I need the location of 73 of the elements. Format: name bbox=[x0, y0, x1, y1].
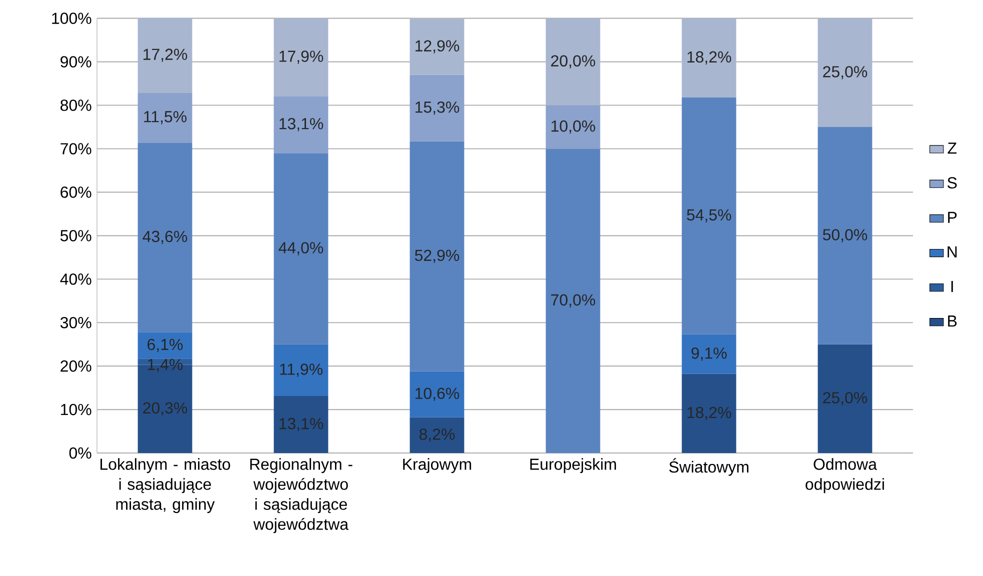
y-tick-label: 80% bbox=[60, 100, 92, 111]
bar bbox=[546, 18, 600, 106]
legend-label: I bbox=[951, 280, 953, 292]
bar bbox=[818, 18, 872, 128]
data-label: 54,5% bbox=[686, 209, 732, 222]
bar bbox=[274, 396, 328, 453]
bar bbox=[682, 374, 736, 453]
data-label: 6,1% bbox=[148, 338, 183, 352]
data-label: 8,2% bbox=[419, 428, 455, 442]
legend-label: P bbox=[948, 212, 957, 223]
y-tick-label: 60% bbox=[60, 186, 92, 198]
bar bbox=[138, 92, 192, 143]
data-label: 1,4% bbox=[148, 358, 183, 372]
data-label: 20,0% bbox=[551, 55, 596, 68]
data-label: 10,6% bbox=[416, 388, 460, 401]
legend-label: B bbox=[948, 316, 957, 327]
bar bbox=[410, 141, 464, 372]
data-label: 11,9% bbox=[280, 364, 323, 377]
data-label: 9,1% bbox=[692, 348, 727, 361]
data-label: 43,6% bbox=[142, 230, 188, 244]
data-label: 13,1% bbox=[280, 418, 324, 432]
data-label: 10,0% bbox=[552, 120, 596, 134]
x-tick-label: Europejskim bbox=[530, 458, 616, 474]
y-tick-label: 100% bbox=[52, 12, 92, 24]
y-tick-label: 70% bbox=[60, 143, 92, 154]
data-label: 25,0% bbox=[823, 66, 868, 80]
legend-label: N bbox=[948, 246, 957, 258]
data-label: 20,3% bbox=[143, 402, 188, 416]
bar bbox=[274, 153, 328, 344]
x-tick-label: Regionalnym - województwo i sąsiadujące województwa bbox=[250, 458, 352, 534]
bar bbox=[818, 127, 872, 344]
legend-label: Z bbox=[948, 142, 957, 154]
data-label: 18,2% bbox=[688, 406, 732, 420]
y-tick-label: 0% bbox=[69, 447, 92, 459]
y-tick-label: 30% bbox=[60, 316, 92, 328]
y-tick-label: 10% bbox=[61, 404, 92, 416]
bar bbox=[546, 105, 600, 149]
bar bbox=[410, 74, 464, 142]
y-tick-label: 50% bbox=[60, 230, 92, 242]
data-label: 11,5% bbox=[144, 111, 187, 124]
x-tick-label: Lokalnym - miasto i sąsiadujące miasta, gminy bbox=[100, 458, 230, 514]
data-label: 17,9% bbox=[280, 50, 324, 64]
bar bbox=[138, 18, 192, 93]
data-label: 15,3% bbox=[416, 101, 460, 115]
y-tick-label: 20% bbox=[60, 360, 92, 372]
data-label: 13,1% bbox=[280, 118, 324, 132]
bar bbox=[138, 332, 192, 359]
legend-label: S bbox=[948, 177, 957, 188]
bar bbox=[138, 142, 192, 332]
y-tick-label: 40% bbox=[60, 273, 92, 285]
data-label: 52,9% bbox=[414, 250, 460, 263]
data-label: 70,0% bbox=[551, 294, 596, 308]
bar bbox=[410, 417, 464, 453]
bar bbox=[682, 334, 736, 374]
x-tick-label: Odmowa odpowiedzi bbox=[806, 458, 884, 494]
data-label: 25,0% bbox=[823, 392, 868, 406]
bar bbox=[682, 97, 736, 334]
bar bbox=[410, 18, 464, 75]
bar bbox=[274, 96, 328, 154]
data-label: 50,0% bbox=[822, 229, 868, 242]
bar bbox=[274, 344, 328, 396]
bar bbox=[274, 18, 328, 96]
bar bbox=[410, 371, 464, 418]
x-tick-label: Krajowym bbox=[403, 458, 472, 474]
data-label: 44,0% bbox=[278, 242, 324, 256]
bar bbox=[546, 148, 600, 453]
bar bbox=[818, 344, 872, 453]
data-label: 12,9% bbox=[416, 40, 460, 54]
data-label: 17,2% bbox=[144, 48, 188, 62]
bar bbox=[682, 18, 736, 98]
y-tick-label: 90% bbox=[60, 56, 92, 68]
x-tick-label: Światowym bbox=[669, 458, 748, 476]
data-label: 18,2% bbox=[688, 51, 732, 64]
